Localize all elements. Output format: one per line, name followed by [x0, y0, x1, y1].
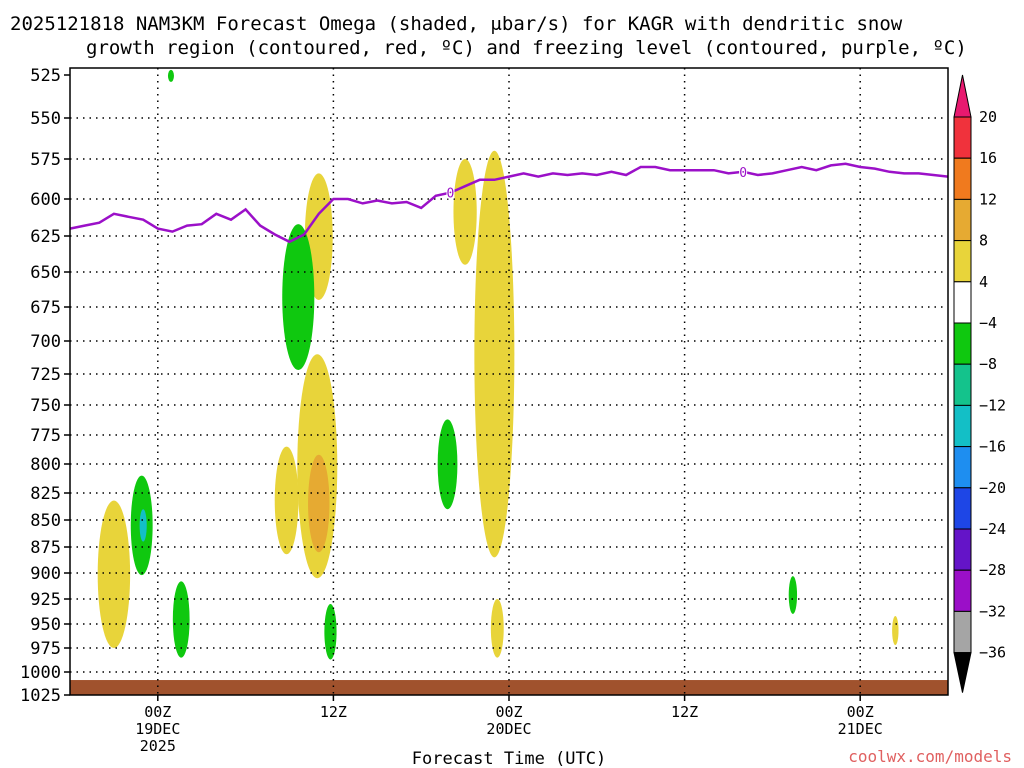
y-tick-label-800: 800	[30, 455, 61, 475]
fzl-label-0: 0	[447, 187, 455, 202]
y-tick-label-775: 775	[30, 426, 61, 446]
freezing-level-contour	[69, 162, 949, 244]
y-tick-label-575: 575	[30, 150, 61, 170]
omega-region-11	[97, 500, 131, 648]
colorbar-box-3	[953, 240, 972, 283]
y-tick-label-875: 875	[30, 538, 61, 558]
colorbar-label-3: 8	[979, 232, 988, 250]
x-tick-label-30-1: 20DEC	[486, 720, 531, 738]
colorbar-box-5	[953, 322, 972, 365]
omega-region-7	[474, 150, 515, 558]
colorbar-box-11	[953, 569, 972, 612]
y-tick-label-850: 850	[30, 511, 61, 531]
y-tick-label-675: 675	[30, 298, 61, 318]
x-tick-label-54-1: 21DEC	[838, 720, 883, 738]
colorbar-box-2	[953, 198, 972, 242]
y-tick-label-750: 750	[30, 396, 61, 416]
x-tick-label-30-0: 00Z	[495, 703, 522, 721]
colorbar-box-1	[953, 157, 972, 200]
colorbar-box-0	[953, 116, 972, 159]
x-tick-label-54-0: 00Z	[847, 703, 874, 721]
y-tick-label-625: 625	[30, 227, 61, 247]
colorbar-box-9	[953, 487, 972, 530]
colorbar-label-6: −8	[979, 355, 997, 373]
colorbar-labels: 20 16 12 8 4 −4 −8 −12 −16 −20 −24 −28 −32 −36	[979, 108, 1006, 662]
colorbar-label-0: 20	[979, 108, 997, 126]
y-tick-label-700: 700	[30, 332, 61, 352]
x-tick-label-6-2: 2025	[140, 737, 176, 755]
colorbar-label-1: 16	[979, 149, 997, 167]
y-tick-label-925: 925	[30, 590, 61, 610]
credit-text: coolwx.com/models	[848, 747, 1012, 766]
colorbar	[953, 74, 972, 693]
fzl-label-1: 0	[739, 166, 747, 181]
colorbar-box-4	[953, 281, 972, 324]
colorbar-label-11: −28	[979, 561, 1006, 579]
y-tick-label-725: 725	[30, 365, 61, 385]
terrain-band	[70, 680, 948, 695]
y-tick-label-1000: 1000	[20, 663, 61, 683]
omega-region-10	[139, 509, 147, 542]
omega-region-3	[282, 224, 315, 371]
colorbar-label-9: −20	[979, 479, 1006, 497]
colorbar-box-7	[953, 404, 972, 448]
y-tick-label-950: 950	[30, 615, 61, 635]
colorbar-top-arrow	[953, 74, 972, 118]
omega-region-13	[324, 604, 337, 660]
fzl-label-bg-0	[446, 185, 455, 199]
omega-region-6	[274, 446, 299, 555]
omega-region-2	[453, 159, 477, 265]
x-tick-label-18-0: 12Z	[320, 703, 347, 721]
chart-title: 2025121818 NAM3KM Forecast Omega (shaded…	[10, 13, 903, 35]
colorbar-label-2: 12	[979, 190, 997, 208]
y-tick-label-650: 650	[30, 263, 61, 283]
colorbar-label-4: 4	[979, 273, 988, 291]
fzl-label-bg-1	[739, 164, 748, 178]
grid-lines	[70, 68, 948, 695]
colorbar-label-13: −36	[979, 644, 1006, 662]
colorbar-box-12	[953, 610, 972, 654]
y-tick-label-825: 825	[30, 484, 61, 504]
y-tick-label-975: 975	[30, 639, 61, 659]
x-tick-label-42-0: 12Z	[671, 703, 698, 721]
colorbar-box-8	[953, 446, 972, 489]
omega-region-0	[167, 69, 174, 82]
y-tick-label-900: 900	[30, 564, 61, 584]
omega-region-5	[308, 454, 330, 553]
x-tick-label-6-1: 19DEC	[135, 720, 180, 738]
x-axis-label: Forecast Time (UTC)	[412, 749, 606, 768]
colorbar-label-5: −4	[979, 314, 997, 332]
plot-area: 00	[69, 67, 949, 696]
colorbar-label-10: −24	[979, 520, 1006, 538]
omega-region-16	[892, 616, 899, 646]
omega-region-12	[172, 581, 190, 658]
y-tick-label-550: 550	[30, 109, 61, 129]
y-tick-label-600: 600	[30, 190, 61, 210]
terrain-fill	[70, 680, 948, 695]
freezing-level-labels: 00	[446, 164, 748, 202]
y-tick-label-1025: 1025	[20, 686, 61, 706]
colorbar-label-8: −16	[979, 438, 1006, 456]
y-axis: 525 550 575 600 625 650 675 700 725 750 775 800 825 8…	[20, 66, 70, 706]
colorbar-box-6	[953, 363, 972, 406]
x-tick-label-6-0: 00Z	[144, 703, 171, 721]
colorbar-box-10	[953, 528, 972, 571]
omega-shading	[97, 69, 899, 660]
chart-subtitle: growth region (contoured, red, ºC) and f…	[86, 37, 967, 59]
colorbar-bottom-arrow	[953, 652, 972, 693]
omega-region-15	[788, 576, 798, 614]
colorbar-label-7: −12	[979, 396, 1006, 414]
y-tick-label-525: 525	[30, 66, 61, 86]
omega-region-14	[490, 599, 504, 658]
colorbar-label-12: −32	[979, 602, 1006, 620]
